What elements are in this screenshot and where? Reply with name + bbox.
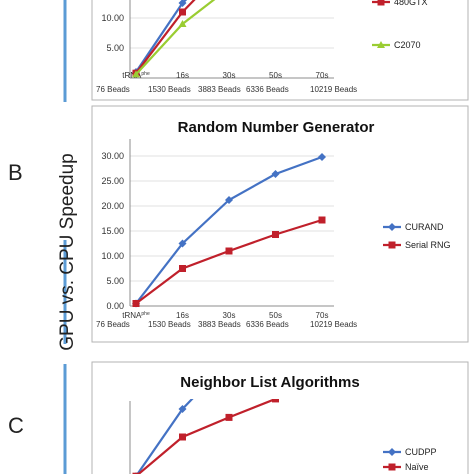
x-tick-superscript: phe bbox=[141, 311, 150, 317]
panel-b-chart: 0.00 5.00 10.00 15.00 20.00 25.00 30.00 tRNAphe… bbox=[96, 139, 451, 329]
legend-marker bbox=[377, 41, 385, 48]
y-tick-label: 15.00 bbox=[101, 226, 124, 236]
legend-marker bbox=[388, 223, 396, 231]
legend-label: C2070 bbox=[394, 40, 421, 50]
x-tick-label: 50s bbox=[269, 311, 282, 320]
data-point bbox=[225, 196, 233, 204]
panel-b-title: Random Number Generator bbox=[178, 119, 375, 136]
x-tick-sublabel: 6336 Beads bbox=[246, 320, 289, 329]
plot-area bbox=[132, 399, 279, 474]
legend-marker bbox=[377, 0, 385, 6]
y-tick-label: 5.00 bbox=[106, 43, 124, 53]
y-tick-label: 25.00 bbox=[101, 176, 124, 186]
x-tick-superscript: phe bbox=[141, 71, 150, 77]
data-point bbox=[178, 0, 187, 7]
y-tick-label: 20.00 bbox=[101, 201, 124, 211]
x-tick-sublabel: 10219 Beads bbox=[310, 320, 357, 329]
legend-label: Serial RNG bbox=[405, 240, 451, 250]
x-tick-sublabel: 1530 Beads bbox=[148, 85, 191, 94]
data-point bbox=[318, 216, 326, 224]
x-tick-label: 16s bbox=[176, 311, 189, 320]
x-tick-label: 50s bbox=[269, 71, 282, 80]
data-point bbox=[178, 239, 187, 248]
panel-c-chart: CUDPP Naïve bbox=[129, 399, 437, 474]
data-point bbox=[318, 153, 326, 161]
plot-area bbox=[132, 153, 326, 308]
legend-label: 480GTX bbox=[394, 0, 428, 7]
panel-b-frame bbox=[91, 105, 469, 343]
x-tick-label: 16s bbox=[176, 71, 189, 80]
data-point bbox=[132, 472, 140, 474]
data-point bbox=[271, 170, 280, 178]
y-tick-label: 10.00 bbox=[101, 13, 124, 23]
data-point bbox=[225, 247, 233, 255]
data-point bbox=[225, 413, 233, 421]
data-point bbox=[272, 231, 279, 238]
x-tick-label: 30s bbox=[223, 311, 236, 320]
data-point bbox=[179, 265, 186, 272]
data-point bbox=[179, 8, 186, 16]
x-tick-sublabel: 1530 Beads bbox=[148, 320, 191, 329]
panel-c-frame bbox=[91, 361, 469, 474]
plot-area bbox=[132, 0, 216, 78]
y-tick-label: 5.00 bbox=[106, 276, 124, 286]
x-tick-label: tRNAphe bbox=[122, 311, 150, 320]
legend-marker bbox=[388, 448, 396, 456]
legend-label: Naïve bbox=[405, 462, 429, 472]
y-tick-label: 10.00 bbox=[101, 251, 124, 261]
legend-label: CURAND bbox=[405, 222, 444, 232]
x-tick-sublabel: 6336 Beads bbox=[246, 85, 289, 94]
x-tick-sublabel: 10219 Beads bbox=[310, 85, 357, 94]
legend-marker bbox=[388, 463, 396, 471]
x-tick-sublabel: 76 Beads bbox=[96, 320, 130, 329]
y-tick-label: 0.00 bbox=[106, 301, 124, 311]
data-point bbox=[132, 300, 140, 307]
data-point bbox=[132, 70, 140, 78]
x-tick-sublabel: 3883 Beads bbox=[198, 320, 241, 329]
y-axis-label: GPU vs. CPU Speedup bbox=[57, 153, 78, 350]
x-tick-label: 70s bbox=[316, 71, 329, 80]
x-tick-label: 30s bbox=[223, 71, 236, 80]
y-tick-label: 30.00 bbox=[101, 151, 124, 161]
legend-label: CUDPP bbox=[405, 447, 437, 457]
x-tick-sublabel: 76 Beads bbox=[96, 85, 130, 94]
data-point bbox=[179, 433, 186, 441]
series-line bbox=[136, 399, 194, 474]
data-point bbox=[272, 399, 279, 403]
legend-marker bbox=[388, 241, 396, 249]
panel-c-title: Neighbor List Algorithms bbox=[180, 374, 359, 391]
x-tick-sublabel: 3883 Beads bbox=[198, 85, 241, 94]
data-point bbox=[178, 20, 187, 27]
series-line bbox=[135, 0, 216, 76]
x-tick-label: 70s bbox=[316, 311, 329, 320]
panel-letter-c: C bbox=[8, 413, 24, 438]
panel-letter-b: B bbox=[8, 160, 23, 185]
data-point bbox=[178, 405, 187, 413]
